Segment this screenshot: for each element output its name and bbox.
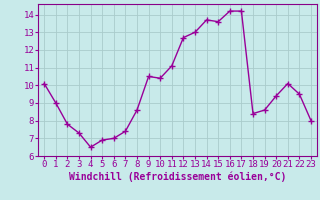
X-axis label: Windchill (Refroidissement éolien,°C): Windchill (Refroidissement éolien,°C) (69, 172, 286, 182)
